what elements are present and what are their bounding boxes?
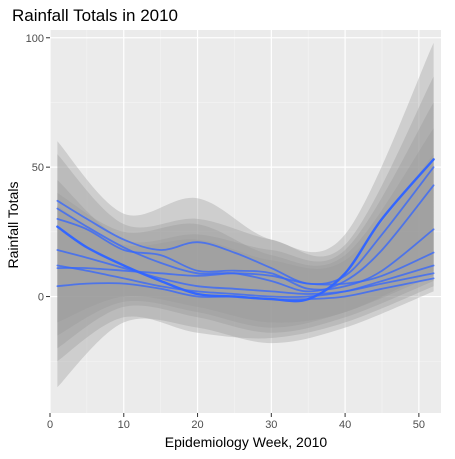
series-line-5 bbox=[56, 251, 435, 286]
series-line-7 bbox=[56, 277, 435, 301]
minor-gridlines bbox=[50, 30, 441, 413]
y-tick-label: 100 bbox=[26, 33, 44, 45]
x-tick-label: 0 bbox=[47, 419, 53, 431]
x-tick-label: 30 bbox=[265, 419, 277, 431]
ribbon-1 bbox=[57, 42, 434, 388]
y-tick-label: 0 bbox=[38, 292, 44, 304]
x-axis-ticks: 0 10 20 30 40 50 bbox=[47, 413, 425, 431]
smoothed-lines bbox=[56, 158, 435, 303]
x-tick-label: 40 bbox=[339, 419, 351, 431]
x-tick-label: 50 bbox=[413, 419, 425, 431]
chart-title: Rainfall Totals in 2010 bbox=[12, 6, 178, 25]
y-axis-label: Rainfall Totals bbox=[5, 182, 21, 269]
x-tick-label: 10 bbox=[118, 419, 130, 431]
x-axis-label: Epidemiology Week, 2010 bbox=[165, 434, 328, 450]
series-line-8 bbox=[56, 249, 435, 295]
series-line-2 bbox=[56, 166, 435, 285]
x-tick-label: 20 bbox=[191, 419, 203, 431]
plot-panel bbox=[50, 30, 441, 413]
y-tick-label: 50 bbox=[32, 162, 44, 174]
ribbon-2 bbox=[57, 76, 434, 362]
y-axis-ticks: 0 50 100 bbox=[26, 33, 50, 304]
